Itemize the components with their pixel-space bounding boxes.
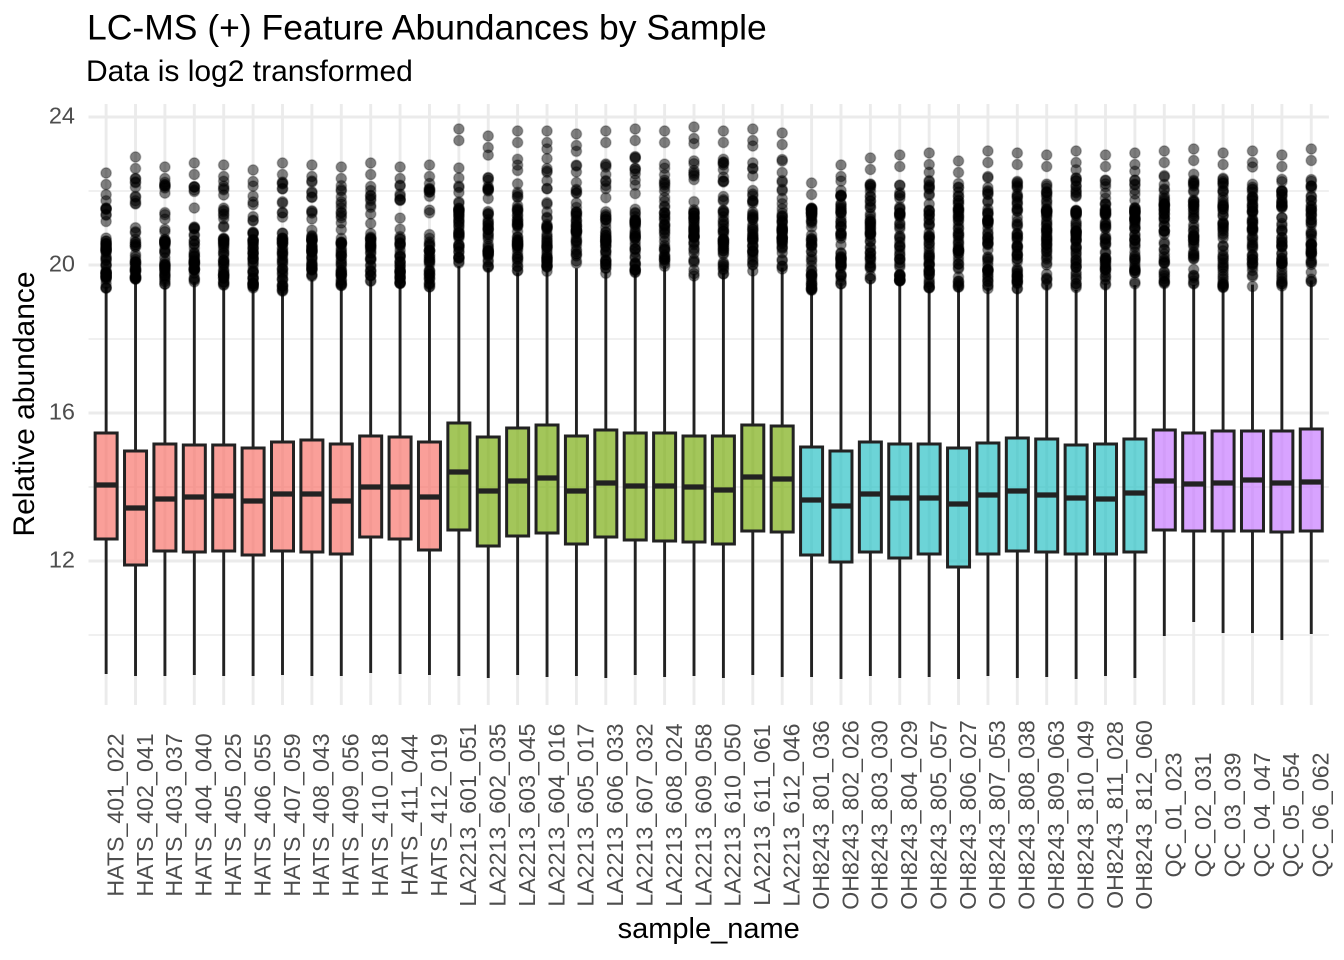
svg-text:HATS_410_018: HATS_410_018 <box>367 733 393 896</box>
svg-text:LA2213_601_051: LA2213_601_051 <box>455 723 481 906</box>
svg-text:HATS_402_041: HATS_402_041 <box>132 733 158 896</box>
svg-text:24: 24 <box>49 103 75 129</box>
svg-text:LA2213_603_045: LA2213_603_045 <box>514 723 540 906</box>
svg-text:HATS_404_040: HATS_404_040 <box>191 733 217 896</box>
svg-text:20: 20 <box>49 251 75 277</box>
svg-text:OH8243_804_029: OH8243_804_029 <box>896 720 922 910</box>
svg-text:QC_05_054: QC_05_054 <box>1278 752 1304 877</box>
svg-text:HATS_412_019: HATS_412_019 <box>426 733 452 896</box>
svg-text:LA2213_604_016: LA2213_604_016 <box>543 723 569 906</box>
svg-text:OH8243_805_057: OH8243_805_057 <box>925 720 951 910</box>
svg-text:QC_02_031: QC_02_031 <box>1190 752 1216 877</box>
svg-text:Relative abundance: Relative abundance <box>8 271 41 536</box>
svg-text:sample_name: sample_name <box>618 913 800 945</box>
svg-text:HATS_409_056: HATS_409_056 <box>338 733 364 896</box>
svg-text:HATS_407_059: HATS_407_059 <box>279 733 305 896</box>
svg-text:OH8243_807_053: OH8243_807_053 <box>984 720 1010 910</box>
svg-text:OH8243_810_049: OH8243_810_049 <box>1072 720 1098 910</box>
svg-text:LA2213_607_032: LA2213_607_032 <box>632 723 658 906</box>
svg-text:LA2213_610_050: LA2213_610_050 <box>720 723 746 906</box>
svg-text:QC_06_062: QC_06_062 <box>1308 752 1334 877</box>
svg-text:LA2213_611_061: LA2213_611_061 <box>749 724 775 905</box>
svg-text:LA2213_606_033: LA2213_606_033 <box>602 723 628 906</box>
svg-text:HATS_403_037: HATS_403_037 <box>161 733 187 896</box>
svg-text:12: 12 <box>49 547 75 573</box>
svg-text:LA2213_602_035: LA2213_602_035 <box>485 723 511 906</box>
svg-text:LC-MS (+) Feature Abundances b: LC-MS (+) Feature Abundances by Sample <box>87 8 767 48</box>
svg-text:HATS_405_025: HATS_405_025 <box>220 733 246 896</box>
svg-text:HATS_401_022: HATS_401_022 <box>102 733 128 896</box>
svg-text:HATS_406_055: HATS_406_055 <box>249 733 275 896</box>
svg-text:QC_01_023: QC_01_023 <box>1161 752 1187 877</box>
svg-text:Data is log2 transformed: Data is log2 transformed <box>86 55 413 88</box>
svg-text:QC_03_039: QC_03_039 <box>1219 752 1245 877</box>
svg-text:OH8243_809_063: OH8243_809_063 <box>1043 720 1069 910</box>
svg-text:OH8243_811_028: OH8243_811_028 <box>1102 721 1128 909</box>
svg-text:LA2213_605_017: LA2213_605_017 <box>573 723 599 906</box>
svg-text:16: 16 <box>49 399 75 425</box>
svg-text:OH8243_812_060: OH8243_812_060 <box>1131 720 1157 910</box>
svg-text:HATS_411_044: HATS_411_044 <box>396 734 422 896</box>
svg-text:OH8243_802_026: OH8243_802_026 <box>837 720 863 910</box>
svg-text:OH8243_803_030: OH8243_803_030 <box>867 720 893 910</box>
svg-text:LA2213_608_024: LA2213_608_024 <box>661 723 687 906</box>
svg-text:OH8243_801_036: OH8243_801_036 <box>808 720 834 910</box>
svg-text:HATS_408_043: HATS_408_043 <box>308 733 334 896</box>
svg-text:LA2213_609_058: LA2213_609_058 <box>690 723 716 906</box>
svg-text:OH8243_808_038: OH8243_808_038 <box>1014 720 1040 910</box>
svg-text:QC_04_047: QC_04_047 <box>1249 752 1275 877</box>
svg-text:OH8243_806_027: OH8243_806_027 <box>955 720 981 910</box>
svg-text:LA2213_612_046: LA2213_612_046 <box>778 723 804 906</box>
